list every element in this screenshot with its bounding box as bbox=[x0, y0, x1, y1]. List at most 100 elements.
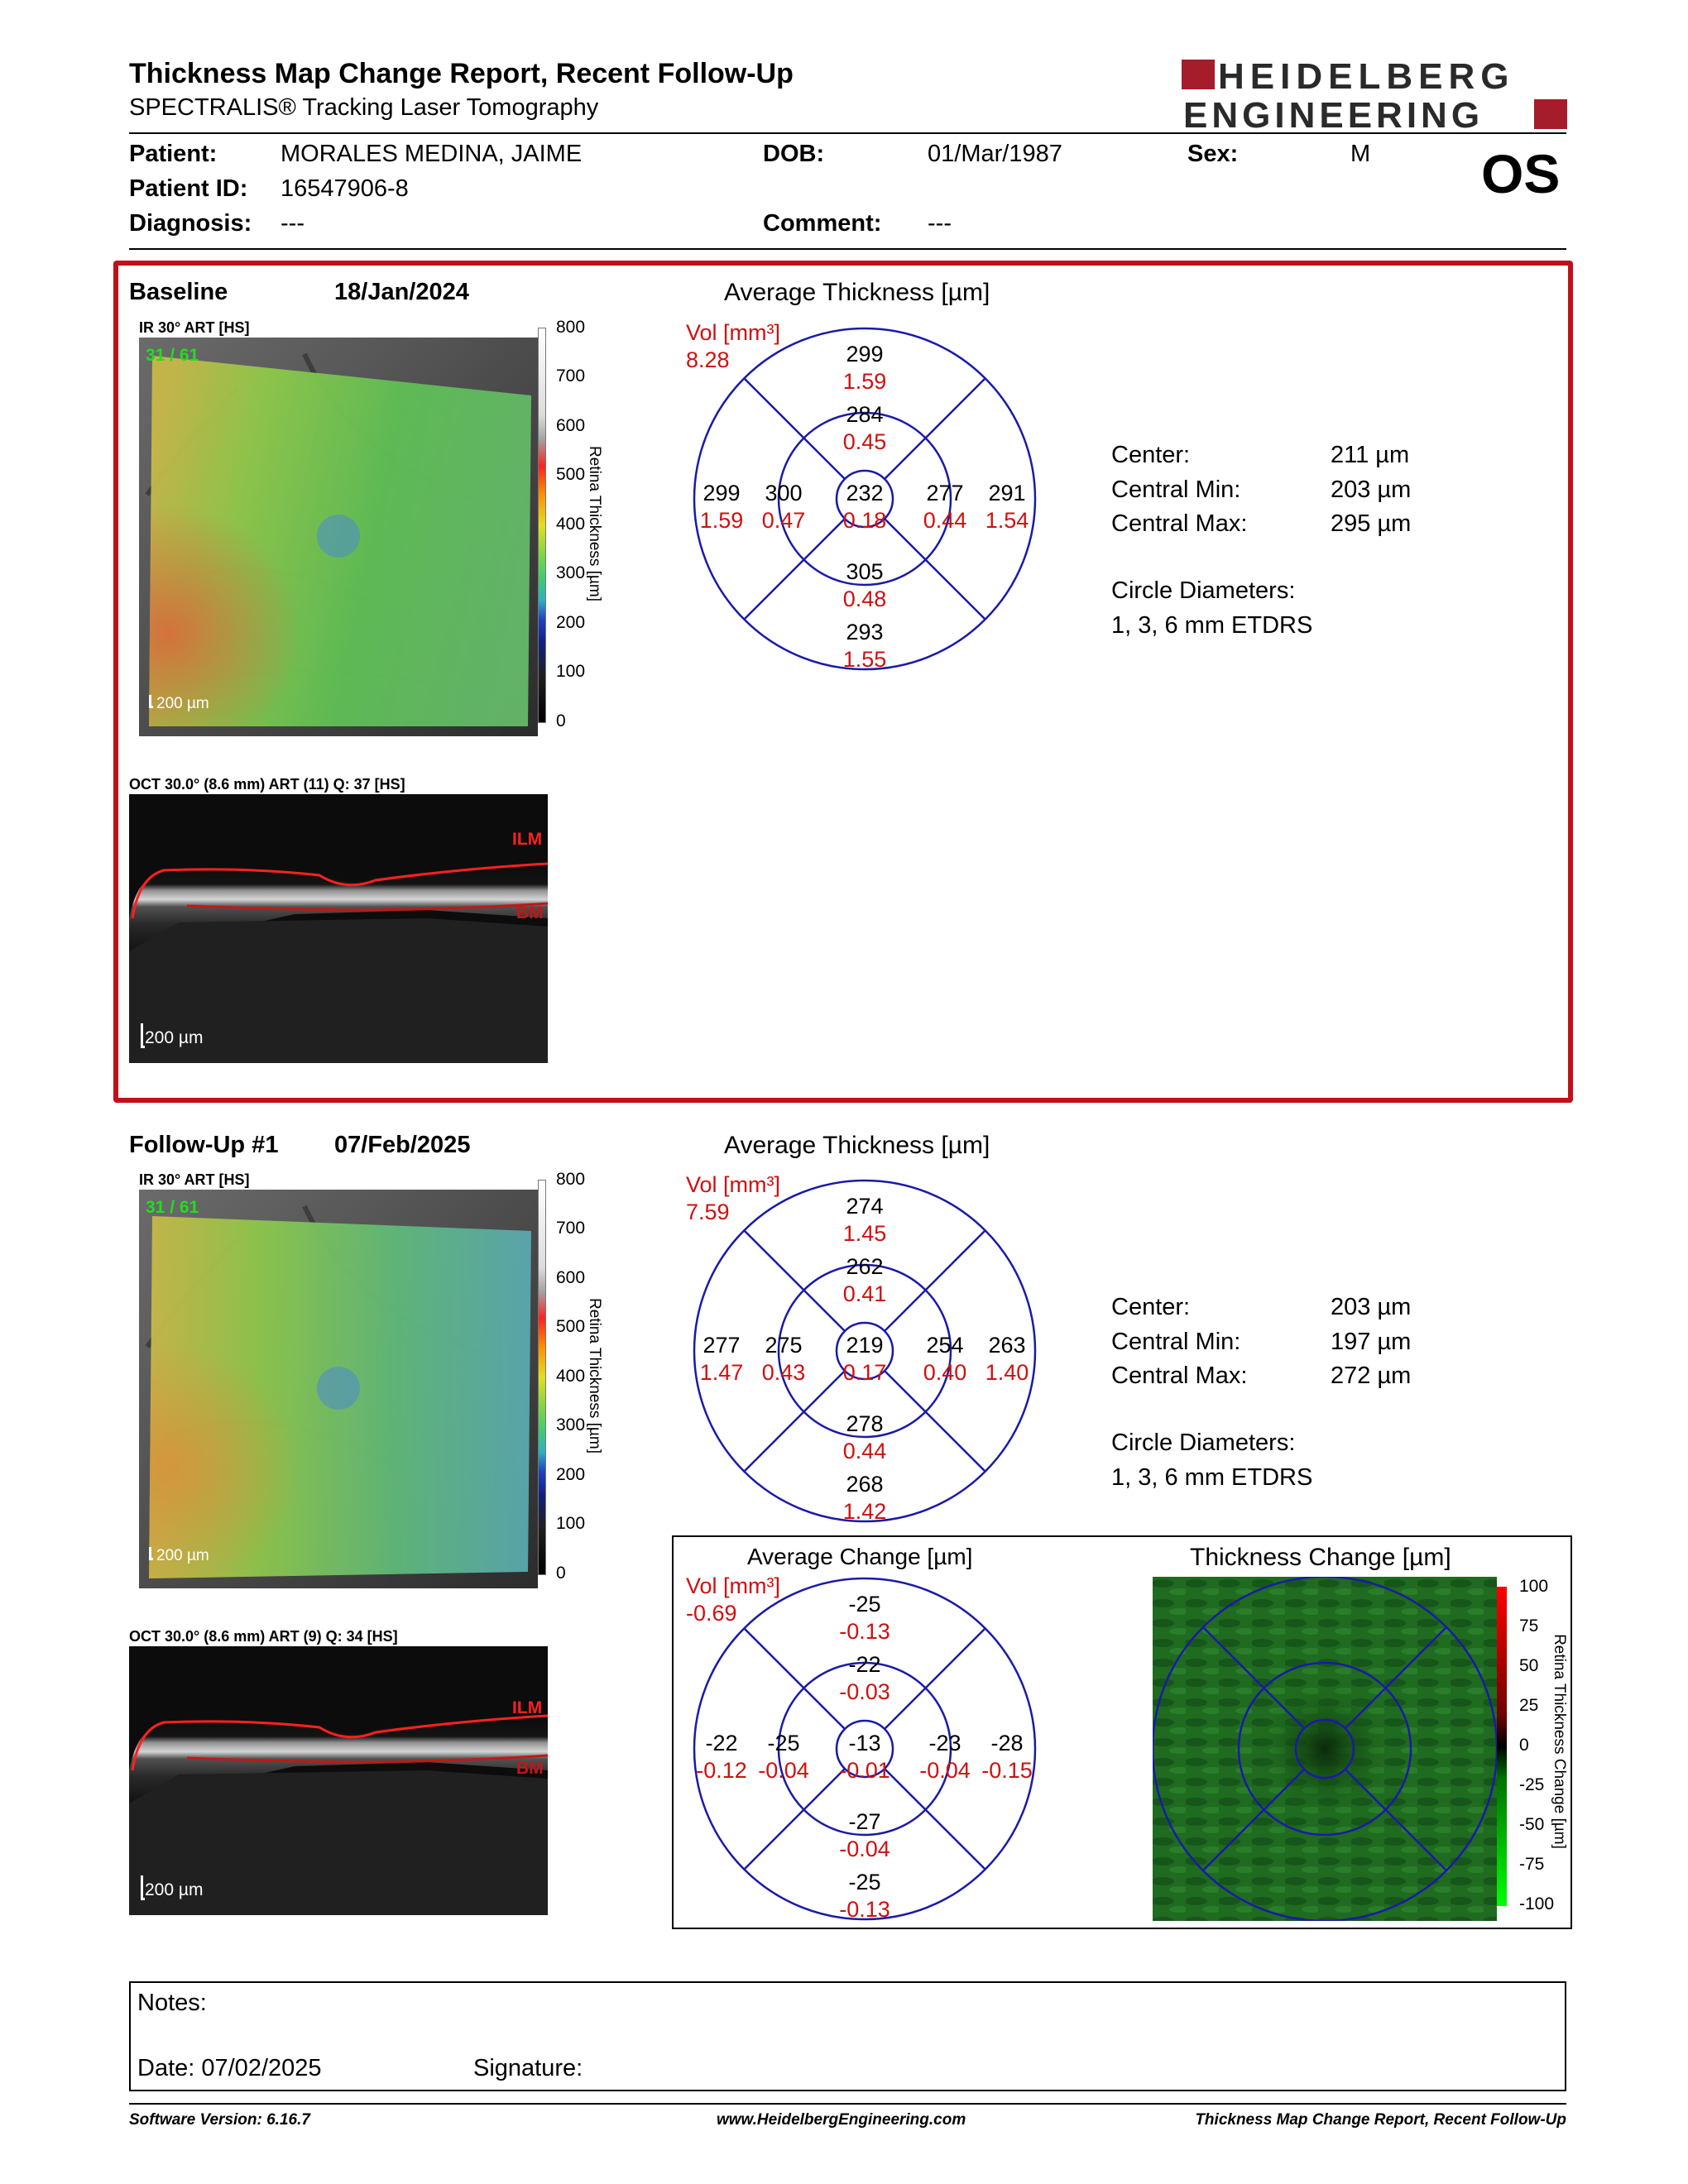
etdrs-volume-inner-left: 0.47 bbox=[762, 508, 806, 533]
footer-report-name: Thickness Map Change Report, Recent Foll… bbox=[1195, 2111, 1566, 2129]
etdrs-sector-line bbox=[925, 559, 986, 620]
etdrs-thickness-inner-bottom: 305 bbox=[846, 559, 883, 584]
change-colorbar-title: Retina Thickness Change [µm] bbox=[1551, 1634, 1568, 1849]
baseline-colorbar bbox=[538, 328, 546, 723]
etdrs-sector-line bbox=[925, 1627, 986, 1688]
followup-bm-label: BM bbox=[516, 1759, 544, 1778]
etdrs-sector-line bbox=[803, 437, 846, 480]
etdrs-volume-center: -0.01 bbox=[839, 1758, 890, 1783]
header-rule bbox=[129, 132, 1566, 134]
etdrs-volume-inner-bottom: 0.48 bbox=[843, 587, 887, 611]
etdrs-volume-inner-left: -0.04 bbox=[758, 1758, 809, 1783]
etdrs-thickness-outer-left: 277 bbox=[703, 1333, 740, 1358]
baseline-ir-scalebar-label: 200 µm bbox=[156, 695, 209, 712]
heidelberg-logo: HEIDELBERG ENGINEERING bbox=[1182, 56, 1567, 136]
etdrs-sector-line bbox=[884, 1687, 927, 1730]
colorbar-tick: -25 bbox=[1519, 1775, 1545, 1794]
etdrs-thickness-outer-top: -25 bbox=[848, 1592, 880, 1616]
etdrs-outer-ring bbox=[693, 327, 1037, 671]
etdrs-sector-line bbox=[925, 1411, 986, 1473]
etdrs-volume-outer-left: 1.59 bbox=[700, 508, 744, 533]
etdrs-sector-line bbox=[743, 377, 804, 438]
etdrs-center-ring bbox=[835, 1321, 894, 1381]
baseline-label: Baseline bbox=[129, 279, 228, 305]
followup-circle-value: 1, 3, 6 mm ETDRS bbox=[1111, 1464, 1313, 1491]
followup-etdrs-grid: 2741.452620.412771.472750.432190.172540.… bbox=[693, 1179, 1037, 1523]
etdrs-sector-line bbox=[925, 377, 986, 438]
etdrs-volume-outer-top: 1.59 bbox=[843, 369, 887, 394]
change-map-title: Thickness Change [µm] bbox=[1190, 1544, 1451, 1571]
diagnosis-value: --- bbox=[281, 210, 305, 237]
change-colorbar bbox=[1497, 1587, 1507, 1906]
baseline-oct-caption: OCT 30.0° (8.6 mm) ART (11) Q: 37 [HS] bbox=[129, 776, 405, 793]
baseline-center-label: Center: bbox=[1111, 442, 1191, 468]
etdrs-sector-line bbox=[925, 1229, 986, 1291]
followup-ir-scalebar: 200 µm bbox=[149, 1547, 209, 1565]
followup-ir-overlay: 31 / 61 bbox=[146, 1198, 199, 1217]
colorbar-tick: 800 bbox=[556, 1170, 586, 1189]
followup-ir-image bbox=[139, 1190, 538, 1588]
report-title: Thickness Map Change Report, Recent Foll… bbox=[129, 58, 794, 89]
etdrs-thickness-outer-top: 299 bbox=[846, 342, 883, 366]
followup-center-label: Center: bbox=[1111, 1294, 1191, 1320]
etdrs-inner-ring bbox=[777, 411, 952, 587]
etdrs-volume-outer-left: -0.12 bbox=[696, 1758, 747, 1783]
etdrs-thickness-inner-top: 284 bbox=[846, 402, 883, 427]
etdrs-sector-line bbox=[884, 1768, 927, 1811]
followup-min-value: 197 µm bbox=[1331, 1329, 1412, 1355]
etdrs-sector-line bbox=[884, 1370, 927, 1413]
baseline-avg-title: Average Thickness [µm] bbox=[724, 279, 990, 306]
etdrs-volume-inner-right: 0.44 bbox=[923, 508, 967, 533]
colorbar-tick: 200 bbox=[556, 613, 586, 632]
etdrs-thickness-outer-bottom: -25 bbox=[848, 1870, 880, 1894]
colorbar-tick: 25 bbox=[1519, 1696, 1539, 1715]
diagnosis-label: Diagnosis: bbox=[129, 210, 252, 237]
followup-ir-scalebar-label: 200 µm bbox=[156, 1547, 209, 1564]
notes-label: Notes: bbox=[137, 1990, 207, 2016]
followup-date: 07/Feb/2025 bbox=[334, 1132, 471, 1158]
baseline-panel bbox=[113, 261, 1573, 1103]
svg-text:ENGINEERING: ENGINEERING bbox=[1183, 95, 1484, 131]
baseline-ir-scalebar: 200 µm bbox=[149, 695, 209, 713]
etdrs-thickness-inner-top: -22 bbox=[848, 1652, 880, 1677]
etdrs-sector-line bbox=[743, 1229, 804, 1291]
notes-date: Date: 07/02/2025 bbox=[137, 2055, 322, 2081]
etdrs-thickness-inner-bottom: -27 bbox=[848, 1809, 880, 1834]
baseline-min-value: 203 µm bbox=[1331, 477, 1412, 503]
followup-label: Follow-Up #1 bbox=[129, 1132, 279, 1158]
etdrs-sector-line bbox=[803, 1687, 846, 1730]
baseline-circle-label: Circle Diameters: bbox=[1111, 577, 1296, 604]
patient-label: Patient: bbox=[129, 141, 218, 167]
colorbar-tick: 400 bbox=[556, 515, 586, 534]
etdrs-volume-inner-right: -0.04 bbox=[919, 1758, 971, 1783]
etdrs-volume-inner-top: -0.03 bbox=[839, 1679, 890, 1704]
dob-label: DOB: bbox=[763, 141, 825, 167]
colorbar-tick: 400 bbox=[556, 1367, 586, 1386]
etdrs-thickness-outer-right: 291 bbox=[988, 481, 1025, 505]
patient-rule bbox=[129, 248, 1566, 250]
etdrs-volume-inner-right: 0.40 bbox=[923, 1360, 967, 1385]
etdrs-volume-outer-top: -0.13 bbox=[839, 1619, 890, 1644]
etdrs-thickness-outer-bottom: 268 bbox=[846, 1472, 883, 1497]
svg-text:HEIDELBERG: HEIDELBERG bbox=[1218, 58, 1514, 97]
etdrs-volume-outer-right: 1.40 bbox=[985, 1360, 1029, 1385]
etdrs-volume-inner-bottom: -0.04 bbox=[839, 1837, 890, 1861]
followup-oct-scalebar: 200 µm bbox=[141, 1875, 203, 1900]
software-version: Software Version: 6.16.7 bbox=[129, 2111, 310, 2129]
etdrs-thickness-inner-right: -23 bbox=[928, 1731, 961, 1755]
followup-colorbar-title: Retina Thickness [µm] bbox=[586, 1298, 603, 1454]
followup-colorbar-ticks: 800 700 600 500 400 300 200 100 0 bbox=[556, 1170, 606, 1583]
etdrs-sector-line bbox=[803, 1370, 846, 1413]
change-etdrs-grid: -25-0.13-22-0.03-22-0.12-25-0.04-13-0.01… bbox=[693, 1577, 1037, 1921]
scalebar-icon bbox=[149, 695, 153, 708]
followup-circle-label: Circle Diameters: bbox=[1111, 1430, 1296, 1456]
etdrs-volume-inner-bottom: 0.44 bbox=[843, 1439, 887, 1463]
etdrs-sector-line bbox=[743, 559, 804, 620]
colorbar-tick: 500 bbox=[556, 465, 586, 484]
colorbar-tick: -75 bbox=[1519, 1855, 1545, 1874]
followup-vol-total: 7.59 bbox=[686, 1200, 730, 1224]
followup-vol-label: Vol [mm³] bbox=[686, 1172, 781, 1197]
dob-value: 01/Mar/1987 bbox=[928, 141, 1062, 167]
notes-box[interactable]: Notes: Date: 07/02/2025 Signature: bbox=[129, 1981, 1566, 2091]
website-link[interactable]: www.HeidelbergEngineering.com bbox=[717, 2111, 966, 2129]
